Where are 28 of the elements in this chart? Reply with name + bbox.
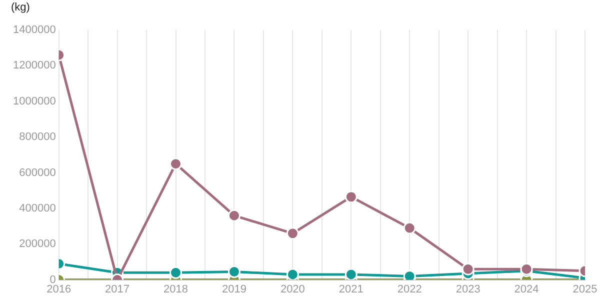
y-tick-label: 200000 xyxy=(19,238,56,250)
y-tick-label: 800000 xyxy=(19,131,56,144)
x-tick-label: 2017 xyxy=(105,283,130,296)
point xyxy=(170,158,182,170)
y-tick-label: 1000000 xyxy=(12,95,56,108)
point xyxy=(170,266,182,279)
point xyxy=(403,222,416,234)
x-tick-label: 2025 xyxy=(572,283,598,296)
point xyxy=(228,266,240,278)
y-tick-label: 0 xyxy=(50,274,56,286)
x-tick-label: 2023 xyxy=(456,283,480,296)
y-tick-label: 1400000 xyxy=(12,24,56,36)
x-tick-label: 2022 xyxy=(397,283,422,296)
point xyxy=(403,270,416,280)
x-tick-label: 2018 xyxy=(164,283,188,296)
point xyxy=(286,227,299,240)
x-tick-label: 2021 xyxy=(338,283,364,296)
point xyxy=(462,262,474,276)
y-tick-label: 600000 xyxy=(19,166,56,179)
y-axis-title: (kg) xyxy=(11,2,30,14)
x-tick-label: 2024 xyxy=(514,283,539,296)
y-tick-label: 400000 xyxy=(19,202,56,214)
x-tick-label: 2020 xyxy=(280,283,305,296)
x-tick-label: 2016 xyxy=(46,283,72,296)
point xyxy=(344,190,358,204)
y-tick-label: 1200000 xyxy=(12,60,56,72)
point xyxy=(228,209,240,222)
x-tick-label: 2019 xyxy=(222,283,246,296)
